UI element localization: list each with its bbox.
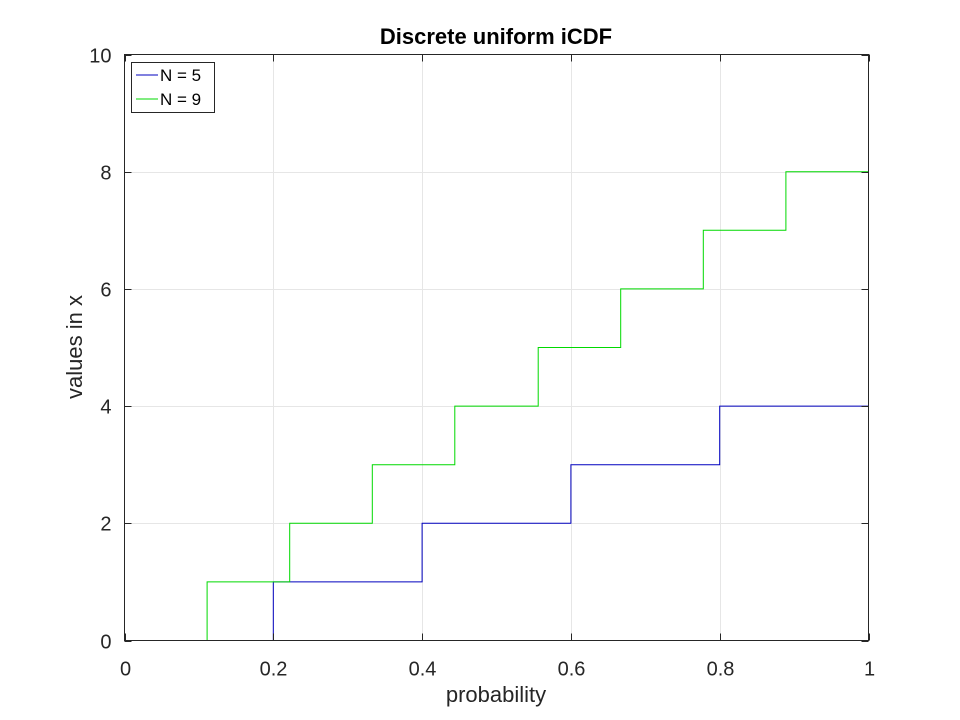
y-tick-label: 2 <box>100 514 111 536</box>
y-tick-label: 0 <box>100 632 111 654</box>
x-tick-label: 0.8 <box>707 659 735 681</box>
x-tick-label: 0.2 <box>260 659 288 681</box>
y-tick-label: 10 <box>89 46 111 68</box>
x-tick-label: 0.6 <box>558 659 586 681</box>
legend-label-n5: N = 5 <box>160 66 201 85</box>
ticks <box>124 54 870 642</box>
legend: N = 5 N = 9 <box>131 62 215 113</box>
x-tick-label: 0 <box>120 659 131 681</box>
y-tick-label: 6 <box>100 280 111 302</box>
y-tick-label: 4 <box>100 397 111 419</box>
series-line-n9 <box>124 171 869 641</box>
x-tick-label: 1 <box>864 659 875 681</box>
series-layer <box>124 171 869 641</box>
plot-area <box>124 54 869 641</box>
legend-label-n9: N = 9 <box>160 90 201 109</box>
legend-box <box>131 62 215 113</box>
series-line-n5 <box>124 405 869 641</box>
y-tick-label: 8 <box>100 163 111 185</box>
x-tick-label: 0.4 <box>409 659 437 681</box>
axes-box <box>124 54 869 641</box>
y-axis-label: values in x <box>62 295 87 399</box>
x-axis-label: probability <box>446 682 546 707</box>
chart-title: Discrete uniform iCDF <box>380 24 612 49</box>
